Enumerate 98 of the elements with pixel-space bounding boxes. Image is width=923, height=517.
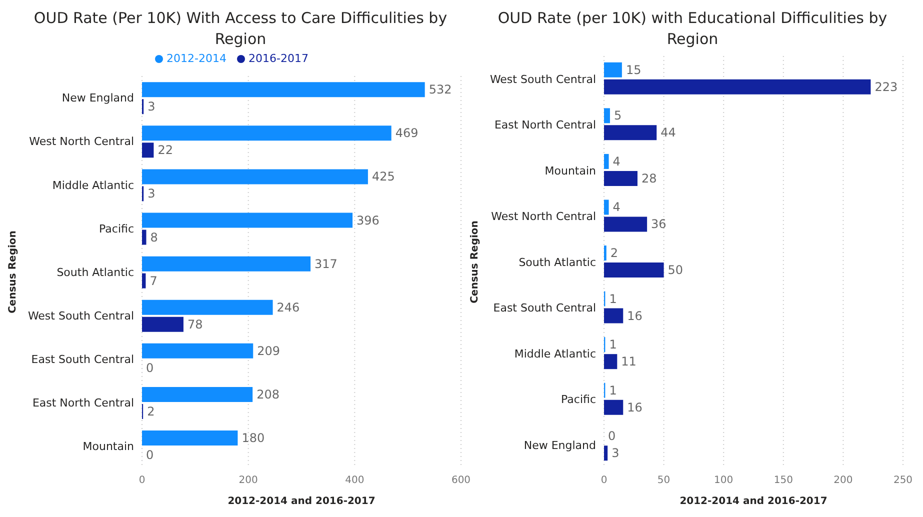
- bar: [604, 200, 609, 215]
- x-axis-title: 2012-2014 and 2016-2017: [228, 496, 376, 507]
- y-tick-label: West South Central: [490, 72, 596, 86]
- x-tick-label: 250: [893, 475, 913, 486]
- data-label: 2: [610, 246, 618, 260]
- x-tick-label: 100: [714, 475, 734, 486]
- y-tick-label: Middle Atlantic: [52, 178, 134, 192]
- data-label: 4: [612, 154, 620, 168]
- bar: [604, 79, 871, 94]
- y-tick-label: Mountain: [82, 440, 134, 454]
- legend-label: 2016-2017: [248, 52, 308, 65]
- y-tick-label: New England: [524, 439, 596, 452]
- y-tick-label: South Atlantic: [56, 266, 134, 279]
- bar: [142, 273, 146, 288]
- y-tick-label: Pacific: [561, 393, 596, 406]
- data-label: 180: [242, 431, 265, 446]
- data-label: 78: [187, 317, 203, 332]
- data-label: 15: [626, 62, 642, 77]
- data-label: 44: [660, 126, 676, 140]
- data-label: 16: [627, 308, 642, 323]
- data-label: 36: [651, 217, 666, 232]
- y-tick-label: Middle Atlantic: [514, 347, 596, 360]
- data-label: 16: [627, 400, 642, 414]
- y-tick-label: Pacific: [99, 222, 134, 236]
- bar: [604, 446, 608, 461]
- x-tick-label: 200: [238, 475, 258, 486]
- data-label: 3: [148, 100, 156, 114]
- data-label: 469: [395, 126, 418, 140]
- data-label: 3: [148, 186, 156, 201]
- data-label: 3: [612, 446, 620, 460]
- bar: [604, 170, 638, 186]
- data-label: 317: [314, 256, 338, 271]
- data-label: 28: [641, 171, 657, 186]
- data-label: 1: [609, 383, 617, 398]
- y-tick-label: New England: [62, 92, 134, 105]
- chart-title: OUD Rate (per 10K) with Educational Difficulities by Region: [496, 8, 888, 50]
- bar: [604, 62, 622, 78]
- x-tick-label: 150: [774, 475, 793, 486]
- y-tick-label: West North Central: [491, 210, 596, 224]
- data-label: 1: [609, 338, 617, 352]
- data-label: 11: [621, 354, 636, 369]
- y-axis-title: Census Region: [470, 220, 481, 304]
- bar: [142, 343, 254, 358]
- bar: [604, 216, 648, 232]
- data-label: 50: [668, 263, 684, 278]
- data-label: 22: [158, 143, 173, 158]
- bar: [604, 125, 657, 140]
- x-tick-label: 400: [345, 475, 364, 486]
- bar: [142, 256, 311, 272]
- x-tick-label: 200: [834, 475, 853, 486]
- x-tick-label: 50: [657, 475, 670, 486]
- x-tick-label: 0: [600, 475, 608, 486]
- y-tick-label: Mountain: [544, 164, 596, 178]
- bar: [142, 169, 368, 184]
- data-label: 7: [150, 274, 158, 288]
- y-tick-label: West South Central: [28, 309, 134, 322]
- bar: [142, 300, 273, 315]
- chart-title: OUD Rate (Per 10K) With Access to Care Difficulities by Region: [32, 8, 448, 50]
- data-label: 0: [146, 360, 154, 375]
- bar: [604, 354, 618, 370]
- data-label: 8: [150, 230, 158, 244]
- data-label: 209: [257, 344, 280, 358]
- data-label: 223: [874, 80, 898, 94]
- data-label: 532: [428, 82, 452, 97]
- y-tick-label: East South Central: [31, 353, 134, 366]
- legend-label: 2012-2014: [166, 52, 226, 65]
- bar: [142, 316, 184, 332]
- x-tick-label: 0: [138, 475, 146, 486]
- data-label: 396: [356, 213, 380, 228]
- data-label: 246: [276, 300, 300, 314]
- data-label: 1: [609, 292, 617, 306]
- data-label: 2: [147, 404, 155, 418]
- bar: [142, 430, 238, 446]
- data-label: 425: [372, 170, 395, 184]
- bar: [142, 386, 253, 402]
- data-label: 5: [614, 108, 622, 123]
- bar: [142, 126, 392, 141]
- y-tick-label: East North Central: [32, 396, 134, 410]
- data-label: 0: [146, 448, 154, 462]
- x-axis-title: 2012-2014 and 2016-2017: [680, 496, 828, 507]
- y-tick-label: East North Central: [494, 118, 596, 132]
- bar: [604, 262, 664, 278]
- bar: [604, 108, 610, 124]
- bar: [604, 308, 624, 324]
- bar: [142, 212, 353, 228]
- y-tick-label: East South Central: [493, 302, 596, 315]
- bar: [604, 154, 609, 169]
- data-label: 0: [608, 429, 616, 444]
- y-axis-title: Census Region: [8, 230, 19, 314]
- data-label: 4: [612, 200, 620, 214]
- bar: [142, 82, 425, 98]
- data-label: 208: [256, 387, 280, 402]
- bar: [142, 230, 146, 245]
- bar: [604, 400, 624, 415]
- y-tick-label: West North Central: [29, 135, 134, 148]
- y-tick-label: South Atlantic: [518, 256, 596, 269]
- x-tick-label: 600: [451, 475, 471, 486]
- bar: [142, 142, 154, 158]
